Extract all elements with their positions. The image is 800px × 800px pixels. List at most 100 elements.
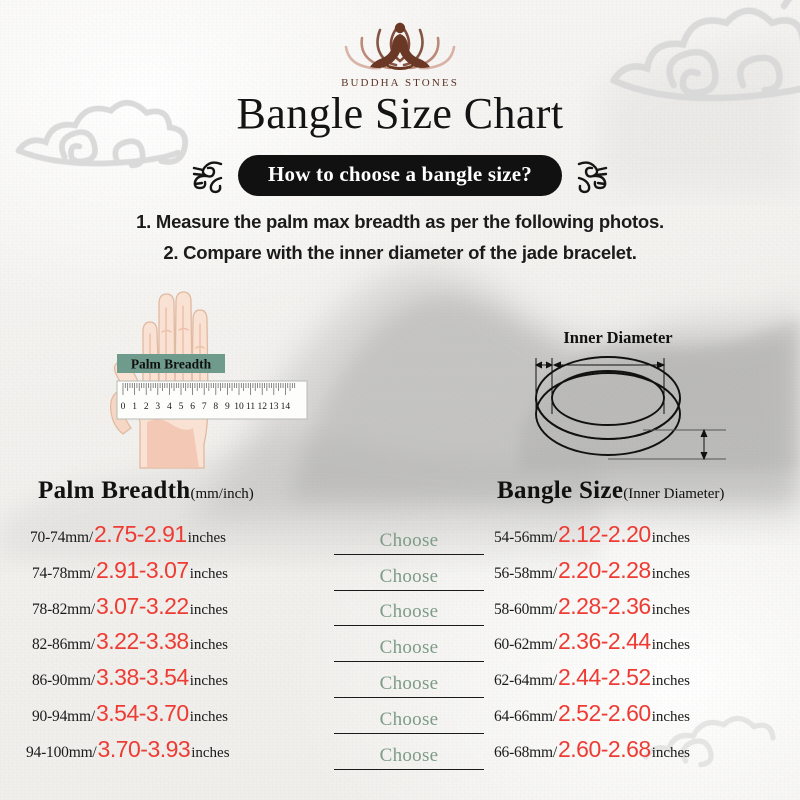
size-inch-range: 2.36-2.44 (557, 628, 651, 655)
bangle-section-heading: Bangle Size(Inner Diameter) (497, 477, 724, 505)
ruler-tick-label: 5 (179, 402, 184, 412)
size-inch-range: 2.20-2.28 (557, 556, 651, 583)
choose-field[interactable]: Choose (334, 704, 484, 734)
table-row[interactable]: 90-94mm/3.54-3.70 inches Choose (22, 700, 484, 736)
palm-breadth-badge-label: Palm Breadth (131, 357, 212, 372)
size-mm-range: 70-74mm/ (30, 529, 93, 546)
size-mm-range: 86-90mm/ (32, 672, 95, 690)
size-mm-range: 74-78mm/ (32, 564, 95, 582)
chinese-flourish-ornament-left (192, 160, 223, 193)
palm-section-heading: Palm Breadth(mm/inch) (38, 477, 254, 505)
ruler-tick-label: 6 (190, 402, 195, 412)
inner-diameter-caption: Inner Diameter (563, 328, 672, 347)
size-unit-label: inches (651, 673, 691, 690)
ruler-tick-label: 8 (213, 402, 218, 412)
instruction-line-2: 2. Compare with the inner diameter of th… (163, 242, 637, 263)
choose-label: Choose (379, 708, 439, 730)
brand-name: BUDDHA STONES (341, 77, 459, 89)
choose-label: Choose (379, 672, 439, 694)
size-inch-range: 2.44-2.52 (557, 664, 651, 691)
table-row[interactable]: 70-74mm/2.75-2.91 inches Choose (22, 521, 484, 557)
size-unit-label: inches (191, 744, 230, 761)
size-mm-range: 62-64mm/ (494, 672, 557, 690)
size-unit-label: inches (651, 708, 691, 725)
ruler-tick-label: 3 (155, 402, 160, 412)
size-mm-range: 56-58mm/ (494, 564, 557, 582)
choose-label: Choose (379, 529, 439, 551)
ruler-tick-label: 2 (144, 402, 149, 412)
palm-heading-sub: (mm/inch) (190, 486, 254, 502)
size-unit-label: inches (651, 565, 691, 582)
choose-field[interactable]: Choose (334, 561, 484, 591)
size-mm-range: 82-86mm/ (32, 636, 95, 654)
chinese-flourish-ornament-right (577, 160, 608, 193)
choose-field[interactable]: Choose (334, 525, 484, 555)
ruler: 0 1 2 3 4 5 6 7 8 9 10 11 12 13 14 (116, 380, 308, 420)
size-mm-range: 78-82mm/ (32, 600, 95, 618)
size-inch-range: 2.60-2.68 (557, 735, 651, 762)
size-unit-label: inches (189, 673, 229, 690)
brand-logo: BUDDHA STONES (0, 14, 800, 89)
choose-label: Choose (379, 637, 439, 659)
size-mm-range: 64-66mm/ (494, 707, 557, 725)
choose-field[interactable]: Choose (334, 632, 484, 663)
size-inch-range: 2.75-2.91 (93, 521, 187, 547)
choose-field[interactable]: Choose (334, 740, 484, 770)
size-unit-label: inches (189, 708, 229, 725)
bangle-heading-main: Bangle Size (497, 477, 624, 504)
size-unit-label: inches (189, 601, 229, 618)
question-pill: How to choose a bangle size? (238, 155, 562, 196)
ruler-tick-label: 4 (167, 402, 172, 412)
size-inch-range: 2.52-2.60 (557, 699, 651, 726)
table-row: 56-58mm/2.20-2.28 inches (494, 557, 786, 593)
bangle-inner-diameter-illustration: Inner Diameter (534, 328, 726, 461)
choose-field[interactable]: Choose (334, 668, 484, 698)
table-row: 64-66mm/2.52-2.60 inches (494, 700, 786, 736)
palm-measurement-illustration: Palm Breadth 0 1 2 3 4 5 6 7 8 9 10 11 12 13 14 (110, 291, 308, 469)
size-unit-label: inches (187, 530, 227, 546)
choose-field[interactable]: Choose (334, 596, 484, 627)
size-inch-range: 3.70-3.93 (97, 735, 191, 762)
table-row: 62-64mm/2.44-2.52 inches (494, 664, 786, 700)
palm-breadth-badge: Palm Breadth (117, 354, 225, 373)
bangle-heading-sub: (Inner Diameter) (623, 486, 725, 502)
size-mm-range: 60-62mm/ (494, 636, 557, 654)
instruction-line-1: 1. Measure the palm max breadth as per t… (136, 211, 664, 232)
ruler-tick-label: 0 (121, 402, 126, 412)
choose-label: Choose (379, 565, 439, 587)
size-inch-range: 2.91-3.07 (95, 556, 189, 583)
lotus-meditation-icon (344, 22, 456, 70)
size-inch-range: 3.07-3.22 (95, 592, 189, 619)
table-row[interactable]: 78-82mm/3.07-3.22 inches Choose (22, 593, 484, 629)
table-row[interactable]: 86-90mm/3.38-3.54 inches Choose (22, 664, 484, 700)
table-row[interactable]: 94-100mm/3.70-3.93 inches Choose (22, 736, 484, 772)
size-mm-range: 94-100mm/ (26, 743, 97, 761)
page-title: Bangle Size Chart (236, 89, 564, 138)
ruler-tick-label: 10 (234, 402, 244, 412)
table-row[interactable]: 74-78mm/2.91-3.07 inches Choose (22, 557, 484, 593)
size-unit-label: inches (189, 565, 229, 582)
instruction-list: 1. Measure the palm max breadth as per t… (0, 206, 800, 268)
size-unit-label: inches (189, 637, 229, 654)
choose-label: Choose (379, 744, 439, 766)
table-row: 54-56mm/2.12-2.20 inches (494, 521, 786, 557)
choose-label: Choose (379, 601, 439, 623)
size-inch-range: 2.12-2.20 (557, 521, 651, 547)
table-row: 60-62mm/2.36-2.44 inches (494, 628, 786, 664)
ruler-tick-label: 1 (132, 402, 137, 412)
ruler-tick-label: 14 (281, 402, 291, 412)
size-mm-range: 66-68mm/ (494, 743, 557, 761)
table-row[interactable]: 82-86mm/3.22-3.38 inches Choose (22, 628, 484, 664)
palm-heading-main: Palm Breadth (38, 477, 191, 504)
size-unit-label: inches (651, 637, 691, 654)
ruler-tick-label: 12 (257, 402, 267, 412)
size-mm-range: 90-94mm/ (32, 707, 95, 725)
size-unit-label: inches (651, 601, 691, 618)
ruler-tick-label: 7 (202, 402, 207, 412)
bangle-size-table: 54-56mm/2.12-2.20 inches 56-58mm/2.20-2.28… (494, 521, 786, 772)
palm-breadth-table: 70-74mm/2.75-2.91 inches Choose 74-78mm/2.9… (22, 521, 484, 772)
question-banner: How to choose a bangle size? (0, 155, 800, 196)
ruler-tick-label: 13 (269, 402, 279, 412)
size-unit-label: inches (651, 530, 691, 546)
